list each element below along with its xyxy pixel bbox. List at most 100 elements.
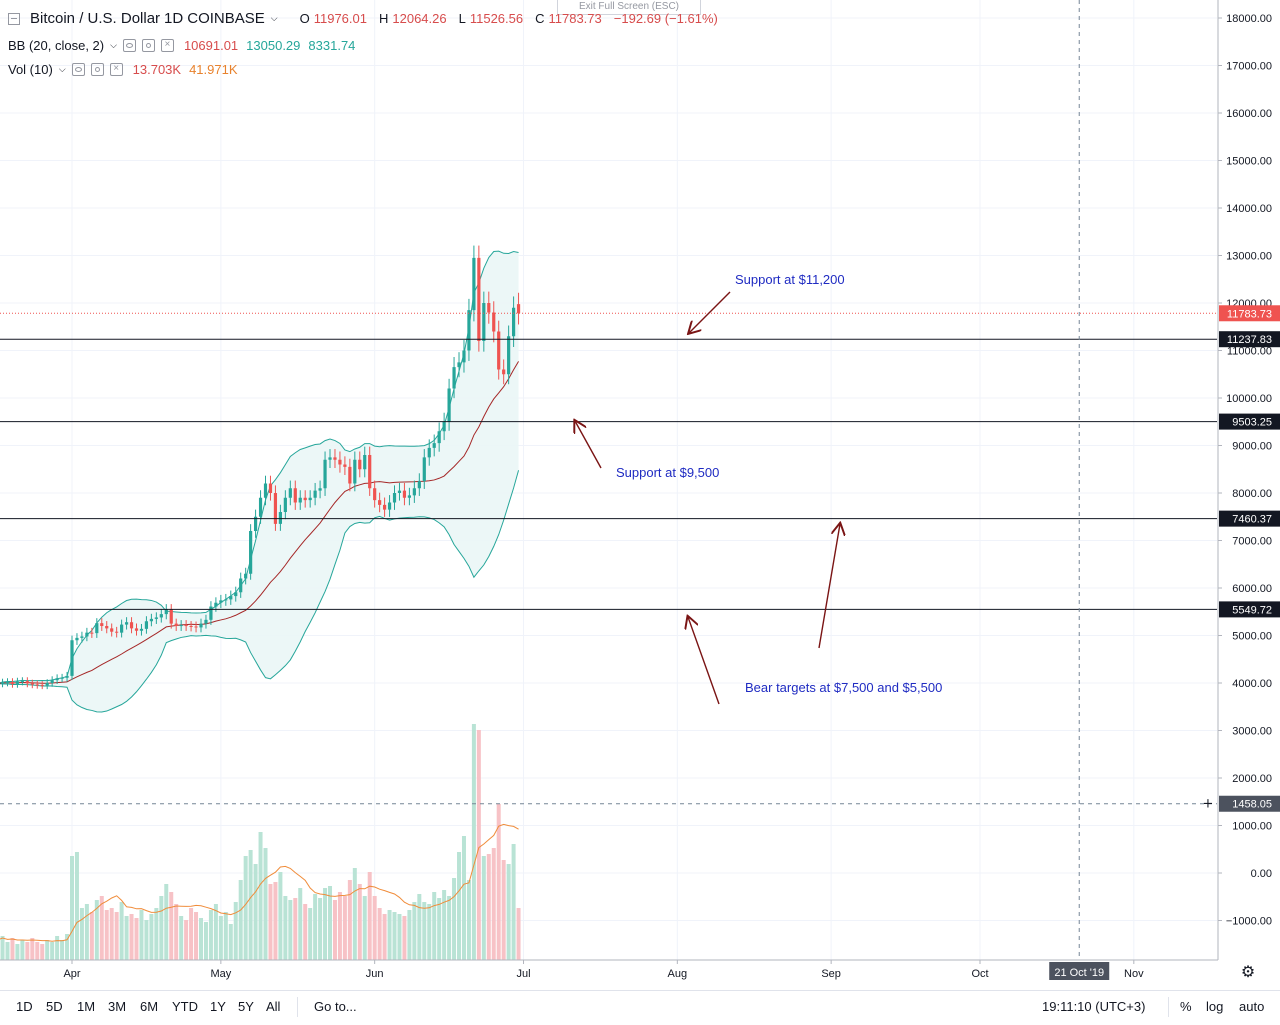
eye-icon[interactable] — [71, 63, 85, 76]
candle-body — [179, 625, 183, 627]
log-scale-button[interactable]: log — [1206, 999, 1224, 1014]
price-axis[interactable]: 18000.00 17000.00 16000.00 15000.00 14000.00… — [1217, 0, 1280, 990]
volume-bar — [437, 898, 442, 960]
range-button-ytd[interactable]: YTD — [172, 999, 198, 1014]
range-button-1y[interactable]: 1Y — [210, 999, 226, 1014]
price-tick-label: 0.00 — [1251, 868, 1272, 880]
volume-bar — [45, 940, 50, 960]
candle-body — [144, 621, 149, 629]
eye-icon[interactable] — [122, 39, 136, 52]
volume-ma-line — [0, 823, 519, 942]
price-tick-label: 15000.00 — [1226, 156, 1272, 168]
range-button-5d[interactable]: 5D — [46, 999, 63, 1014]
candle-body — [313, 490, 317, 498]
close-icon[interactable]: × — [109, 63, 123, 76]
gear-icon[interactable]: ⚙ — [1240, 964, 1256, 981]
chevron-down-icon[interactable]: ⌵ — [110, 40, 117, 50]
clock-timezone[interactable]: 19:11:10 (UTC+3) — [1042, 999, 1146, 1014]
auto-scale-button[interactable]: auto — [1239, 999, 1265, 1014]
range-button-1d[interactable]: 1D — [16, 999, 33, 1014]
level-price-tag: 7460.37 — [1232, 514, 1272, 526]
volume-bar — [55, 936, 60, 960]
range-button-6m[interactable]: 6M — [140, 999, 159, 1014]
bollinger-bands — [0, 250, 520, 713]
candle-body — [343, 464, 347, 467]
candle-body — [244, 573, 248, 579]
bb-label[interactable]: BB (20, close, 2) — [8, 38, 105, 53]
goto-date-button[interactable]: Go to... — [314, 999, 357, 1014]
volume-bar — [164, 884, 169, 960]
volume-bar — [422, 902, 427, 960]
bb-upper-value: 13050.29 — [246, 38, 301, 53]
candle-body — [412, 488, 416, 496]
volume-bar — [189, 908, 194, 960]
candle-body — [129, 622, 134, 629]
candle-body — [288, 488, 292, 498]
candle-body — [422, 457, 426, 482]
volume-bar — [466, 880, 471, 960]
time-tick-label: Jun — [366, 968, 384, 980]
close-icon[interactable]: × — [160, 39, 174, 52]
open-value: 11976.01 — [313, 11, 367, 26]
volume-bar — [372, 896, 377, 960]
range-button-all[interactable]: All — [266, 999, 281, 1014]
volume-bar — [283, 896, 288, 960]
volume-bar — [382, 914, 387, 960]
chevron-down-icon[interactable]: ⌵ — [58, 64, 66, 74]
price-tick-label: 10000.00 — [1226, 393, 1272, 405]
candle-body — [378, 500, 382, 505]
candle-body — [224, 599, 228, 601]
candle-body — [139, 628, 144, 631]
time-tick-label: Jul — [516, 968, 530, 980]
candle-body — [110, 628, 114, 632]
price-tick-label: 4000.00 — [1232, 678, 1272, 690]
range-button-1m[interactable]: 1M — [77, 999, 96, 1014]
price-tick-label: 7000.00 — [1232, 536, 1272, 548]
exit-fullscreen-button[interactable]: Exit Full Screen (ESC) — [557, 0, 701, 15]
volume-bar — [35, 942, 40, 960]
annotation-support-9500[interactable]: Support at $9,500 — [616, 465, 720, 480]
range-button-3m[interactable]: 3M — [108, 999, 127, 1014]
vol-label[interactable]: Vol (10) — [8, 62, 53, 77]
candle-body — [95, 623, 99, 634]
candle-body — [258, 497, 263, 517]
candle-body — [502, 369, 506, 375]
time-axis[interactable]: Apr May Jun Jul Aug Sep Oct Nov 21 Oct '19 — [0, 959, 1218, 980]
price-chart[interactable]: + 18000.00 17000.00 16000.00 15000.00 14000.… — [0, 0, 1280, 990]
candle-body — [0, 682, 5, 684]
volume-bar — [337, 892, 342, 960]
interval-label[interactable]: 1D — [164, 10, 184, 27]
settings-icon[interactable] — [141, 39, 155, 52]
percent-scale-button[interactable]: % — [1180, 999, 1192, 1014]
symbol-legend: Bitcoin / U.S. Dollar 1D COINBASE ⌵ O 119… — [8, 10, 718, 27]
volume-bar — [268, 884, 273, 960]
candle-body — [105, 626, 109, 629]
candle-body — [437, 431, 441, 444]
volume-bar — [511, 844, 516, 960]
support-levels: + — [0, 0, 1217, 960]
volume-bar — [184, 920, 189, 960]
candle-body — [70, 640, 74, 676]
volume-bar — [149, 914, 154, 960]
settings-icon[interactable] — [90, 63, 104, 76]
range-button-5y[interactable]: 5Y — [238, 999, 254, 1014]
volume-bar — [60, 940, 65, 960]
price-tick-label: 14000.00 — [1226, 203, 1272, 215]
annotation-bear-targets[interactable]: Bear targets at $7,500 and $5,500 — [745, 680, 943, 695]
candle-body — [229, 596, 233, 600]
price-tick-label: 5000.00 — [1232, 631, 1272, 643]
candle-body — [169, 609, 173, 624]
exchange-label[interactable]: COINBASE — [187, 10, 265, 27]
price-tick-label: 16000.00 — [1226, 108, 1272, 120]
annotation-support-11200[interactable]: Support at $11,200 — [735, 272, 845, 287]
collapse-legend-icon[interactable] — [8, 12, 20, 25]
candle-body — [55, 678, 59, 681]
volume-bar — [253, 864, 258, 960]
chevron-down-icon[interactable]: ⌵ — [270, 13, 278, 23]
symbol-title[interactable]: Bitcoin / U.S. Dollar — [30, 10, 161, 27]
candle-body — [214, 602, 218, 607]
candle-body — [263, 483, 268, 498]
chart-grid — [0, 0, 1217, 960]
volume-bar — [10, 938, 15, 960]
candle-body — [363, 455, 367, 470]
